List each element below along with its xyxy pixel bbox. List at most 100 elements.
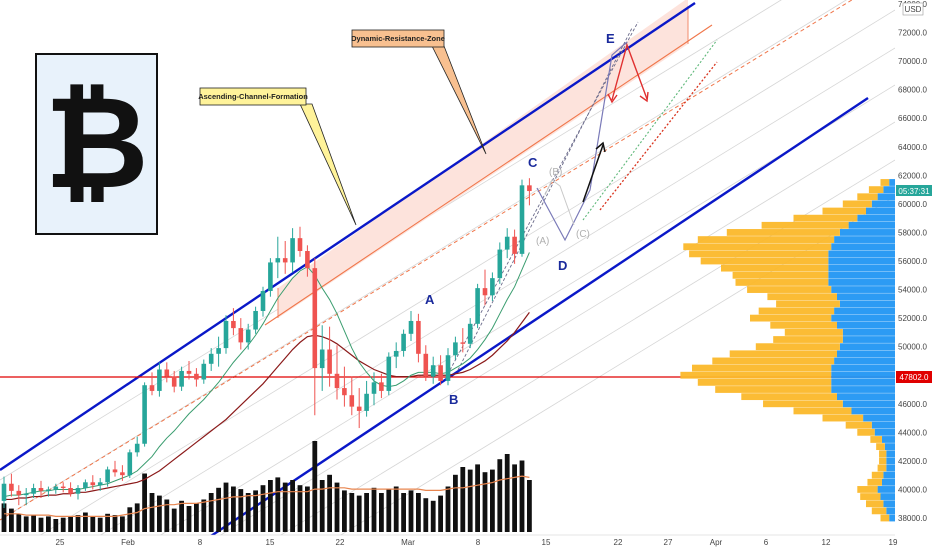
volume-bar (90, 516, 96, 532)
candle-body (186, 370, 192, 374)
volume-bar (164, 499, 170, 532)
volume-bar (38, 517, 44, 532)
arrow-red-down (607, 42, 649, 104)
y-tick-label: 58000.0 (898, 228, 927, 237)
candle-body (245, 329, 251, 343)
profile-bar-sell (884, 443, 895, 451)
volume-bar (83, 512, 88, 532)
candle-body (231, 320, 236, 329)
subwave-label-c: (C) (576, 229, 590, 240)
candle-body (149, 385, 155, 391)
y-tick-label: 42000.0 (898, 457, 927, 466)
profile-bar-buy (793, 407, 852, 415)
profile-bar-sell (831, 243, 895, 251)
profile-bar-sell (828, 250, 895, 258)
profile-bar-buy (692, 364, 832, 372)
time-axis[interactable]: 25 Feb 8 15 22 Mar 8 15 22 27 Apr 6 12 19 (0, 534, 932, 550)
profile-bar-sell (837, 393, 895, 401)
profile-bar-sell (883, 500, 895, 508)
profile-bar-buy (870, 436, 882, 443)
guide-line (0, 0, 782, 481)
candle-body (371, 382, 377, 394)
candle-body (83, 482, 88, 489)
profile-bar-buy (845, 421, 872, 429)
candle-body (282, 258, 288, 263)
profile-bar-buy (697, 236, 835, 243)
candle-body (60, 486, 66, 489)
candle-body (460, 342, 466, 344)
volume-bar (149, 493, 155, 532)
wave-label-c: C (528, 155, 538, 170)
profile-bar-buy (879, 450, 887, 458)
candle-body (490, 278, 495, 296)
profile-bar-buy (767, 293, 837, 301)
price-axis[interactable]: 74000.072000.070000.068000.066000.064000… (895, 0, 932, 550)
support-level-tag: 47802.0 (896, 371, 932, 383)
volume-bar (245, 493, 251, 532)
profile-bar-sell (839, 300, 895, 308)
x-tick-label: Feb (121, 538, 135, 547)
callout-resistance: Dynamic-Resistance-Zone (351, 29, 487, 155)
candle-body (305, 251, 310, 269)
volume-bar (453, 474, 458, 532)
volume-bar (512, 464, 517, 532)
profile-bar-sell (889, 179, 895, 186)
profile-bar-sell (866, 207, 895, 215)
guide-line (0, 0, 847, 521)
profile-bar-buy (784, 328, 843, 336)
volume-bar (497, 459, 503, 532)
volume-bar (349, 493, 355, 532)
profile-bar-buy (866, 500, 884, 508)
candle-body (9, 483, 14, 491)
volume-bar (342, 490, 347, 532)
candle-body (312, 268, 318, 369)
volume-bar (120, 516, 125, 532)
y-tick-label: 38000.0 (898, 514, 927, 523)
volume-bar (231, 486, 236, 532)
guide-line (160, 84, 895, 535)
y-tick-label: 70000.0 (898, 57, 927, 66)
volume-bar (9, 508, 14, 532)
profile-bar-buy (860, 493, 881, 500)
volume-bar (460, 467, 466, 532)
volume-bar (438, 495, 443, 532)
volume-bar (46, 516, 51, 532)
candle-body (260, 290, 266, 311)
volume-bar (290, 480, 295, 532)
projection-dotted-green (582, 39, 718, 221)
profile-bar-buy (877, 464, 887, 472)
profile-bar-sell (874, 428, 895, 436)
candle-body (467, 323, 473, 344)
profile-bar-buy (700, 257, 829, 265)
candle-body (68, 488, 73, 494)
candle-body (393, 350, 399, 357)
candle-body (497, 249, 503, 279)
volume-bar (171, 508, 177, 532)
volume-bars (1, 441, 532, 532)
profile-bar-sell (834, 307, 895, 315)
volume-moving-average (4, 475, 530, 518)
volume-bar (305, 486, 310, 532)
volume-bar (97, 517, 103, 532)
volume-bar (60, 517, 66, 532)
candle-body (482, 288, 488, 296)
volume-bar (312, 441, 318, 532)
profile-bar-buy (763, 400, 843, 408)
profile-bar-sell (828, 279, 895, 286)
volume-bar (371, 487, 377, 532)
volume-bar (490, 469, 495, 532)
profile-bar-buy (750, 314, 832, 322)
profile-bar-sell (886, 464, 895, 472)
profile-bar-sell (831, 371, 895, 379)
profile-bar-sell (831, 378, 895, 386)
volume-bar (467, 469, 473, 532)
profile-bar-sell (834, 357, 895, 365)
candle-body (75, 488, 81, 494)
candle-body (423, 353, 429, 377)
profile-bar-sell (883, 186, 895, 194)
wave-projection-path (536, 41, 628, 242)
profile-bar-buy (741, 393, 837, 401)
profile-bar-sell (881, 436, 895, 443)
candle-body (527, 185, 532, 192)
